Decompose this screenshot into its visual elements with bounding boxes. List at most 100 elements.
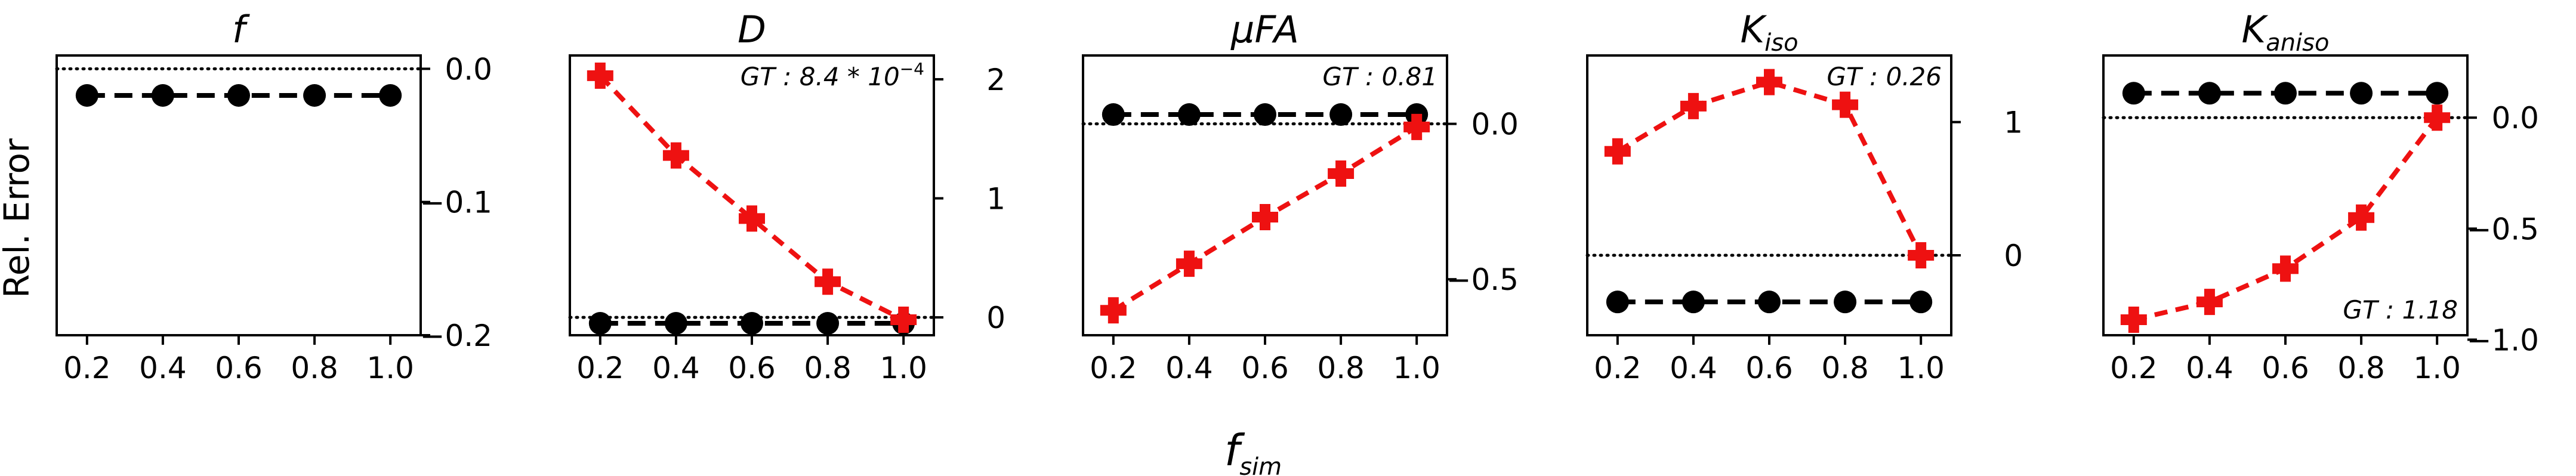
data-point-plus [1756, 69, 1782, 95]
data-point-circle [741, 312, 763, 335]
data-point-circle [303, 84, 326, 107]
data-point-circle [2122, 82, 2145, 105]
y-tick-label: 1 [986, 181, 1005, 216]
y-tick-label: 0 [2004, 239, 2023, 273]
y-tick-label: 0.0 [445, 52, 492, 86]
x-tick-label: 0.6 [728, 351, 776, 385]
data-point-circle [1177, 103, 1201, 126]
y-axis-label: Rel. Error [0, 138, 37, 298]
x-tick-label: 0.6 [215, 351, 263, 385]
data-point-circle [227, 84, 250, 107]
x-tick-label: 0.6 [1241, 351, 1289, 385]
data-point-circle [151, 84, 174, 107]
x-tick-label: 0.8 [804, 351, 852, 385]
gt-annotation: GT : 1.18 [2343, 295, 2458, 324]
y-tick-label: −0.5 [1446, 262, 1519, 297]
data-point-circle [2350, 82, 2373, 105]
data-point-circle [1102, 103, 1125, 126]
data-point-circle [1606, 290, 1629, 314]
data-point-plus [1908, 242, 1935, 268]
data-point-plus [1832, 91, 1859, 118]
y-tick-label: −0.2 [420, 319, 492, 353]
panel-title: f [232, 8, 250, 51]
data-point-circle [1909, 290, 1933, 314]
x-tick-label: 1.0 [366, 351, 414, 385]
x-tick-label: 0.2 [576, 351, 624, 385]
gt-annotation-text: GT : 0.26 [1827, 62, 1942, 91]
series-line-red [2133, 116, 2439, 322]
panel-title-sub: aniso [2266, 29, 2329, 57]
y-tick-label: 0 [986, 301, 1005, 335]
data-point-circle [1758, 290, 1781, 314]
gt-annotation-exponent: −4 [900, 59, 924, 79]
series-line-red [1616, 79, 1923, 256]
gt-annotation: GT : 8.4 * 10−4 [741, 59, 924, 91]
data-point-plus [1100, 297, 1127, 324]
y-tick-label: −1.0 [2467, 323, 2539, 357]
x-tick-label: 0.4 [1670, 351, 1717, 385]
data-point-circle [2274, 82, 2297, 105]
y-tick-label: 1 [2004, 106, 2023, 140]
data-point-plus [2120, 306, 2147, 333]
data-point-plus [587, 62, 613, 89]
data-point-circle [1329, 103, 1353, 126]
data-point-plus [1680, 92, 1707, 119]
data-point-plus [739, 205, 765, 232]
chart-panel-4: Kiso 0.2 0.4 0.6 0.8 1.0 0 1 GT : 0.26 [1585, 8, 2023, 385]
data-point-plus [1604, 138, 1631, 165]
gt-annotation-text: GT : 8.4 * 10 [741, 62, 900, 91]
x-tick-label: 0.4 [139, 351, 187, 385]
x-tick-label: 0.2 [63, 351, 111, 385]
data-point-plus [1403, 113, 1430, 140]
x-tick-label: 1.0 [880, 351, 927, 385]
y-tick-label: 2 [986, 63, 1005, 97]
panel-title-main: K [1740, 8, 1767, 51]
x-tick-label: 0.2 [2110, 351, 2158, 385]
chart-panel-1: f 0.2 0.4 0.6 0.8 1.0 0.0 −0.1 −0.2 [55, 8, 492, 385]
data-point-circle [1254, 103, 1276, 126]
x-tick-label: 0.2 [1594, 351, 1642, 385]
panel-title-main: D [738, 8, 766, 51]
panel-title: Kaniso [2242, 8, 2330, 57]
x-tick-label: 0.2 [1090, 351, 1137, 385]
x-tick-label: 0.8 [1317, 351, 1365, 385]
data-point-plus [2348, 204, 2375, 231]
x-tick-label: 0.6 [1745, 351, 1793, 385]
x-tick-label: 0.8 [1821, 351, 1869, 385]
data-point-plus [1176, 251, 1202, 277]
x-tick-label: 0.4 [1165, 351, 1213, 385]
data-point-circle [379, 84, 402, 107]
series-line-red [598, 74, 905, 322]
gt-annotation-text: GT : 0.81 [1322, 62, 1437, 91]
x-tick-label: 0.6 [2262, 351, 2309, 385]
axes-frame [569, 54, 935, 336]
data-point-circle [664, 312, 687, 335]
chart-panel-3: μFA 0.2 0.4 0.6 0.8 1.0 0.0 −0.5 GT : 0.81 [1081, 8, 1519, 385]
x-axis-label: fsim [1224, 425, 1282, 476]
panel-title-sub: iso [1764, 29, 1798, 57]
x-tick-label: 1.0 [1393, 351, 1440, 385]
data-point-plus [1252, 203, 1278, 230]
data-point-plus [662, 142, 689, 169]
data-point-plus [815, 268, 841, 295]
chart-panels: f 0.2 0.4 0.6 0.8 1.0 0.0 −0.1 −0.2 D 0.2 0.4 0.6 0.8… [55, 8, 2539, 385]
y-tick-label: 0.0 [2491, 101, 2539, 135]
panel-title: D [738, 8, 766, 51]
chart-panel-5: Kaniso 0.2 0.4 0.6 0.8 1.0 0.0 −0.5 −1.0 GT : 1.1… [2102, 8, 2539, 385]
data-point-circle [75, 84, 98, 107]
data-point-plus [1328, 160, 1355, 187]
data-point-circle [816, 312, 840, 335]
chart-panel-2: D 0.2 0.4 0.6 0.8 1.0 0 1 2 GT : 8.4 * 10−4 [568, 8, 1005, 385]
gt-annotation: GT : 0.26 [1827, 62, 1942, 91]
data-point-plus [2196, 289, 2223, 316]
data-point-circle [2198, 82, 2221, 105]
y-tick-label: −0.5 [2467, 212, 2539, 246]
panel-title: Kiso [1740, 8, 1798, 57]
gt-annotation-text: GT : 1.18 [2343, 295, 2458, 324]
x-tick-label: 0.4 [2186, 351, 2233, 385]
y-tick-label: 0.0 [1471, 107, 1519, 142]
data-point-plus [890, 307, 917, 333]
data-point-plus [2272, 255, 2299, 282]
data-point-circle [1834, 290, 1857, 314]
